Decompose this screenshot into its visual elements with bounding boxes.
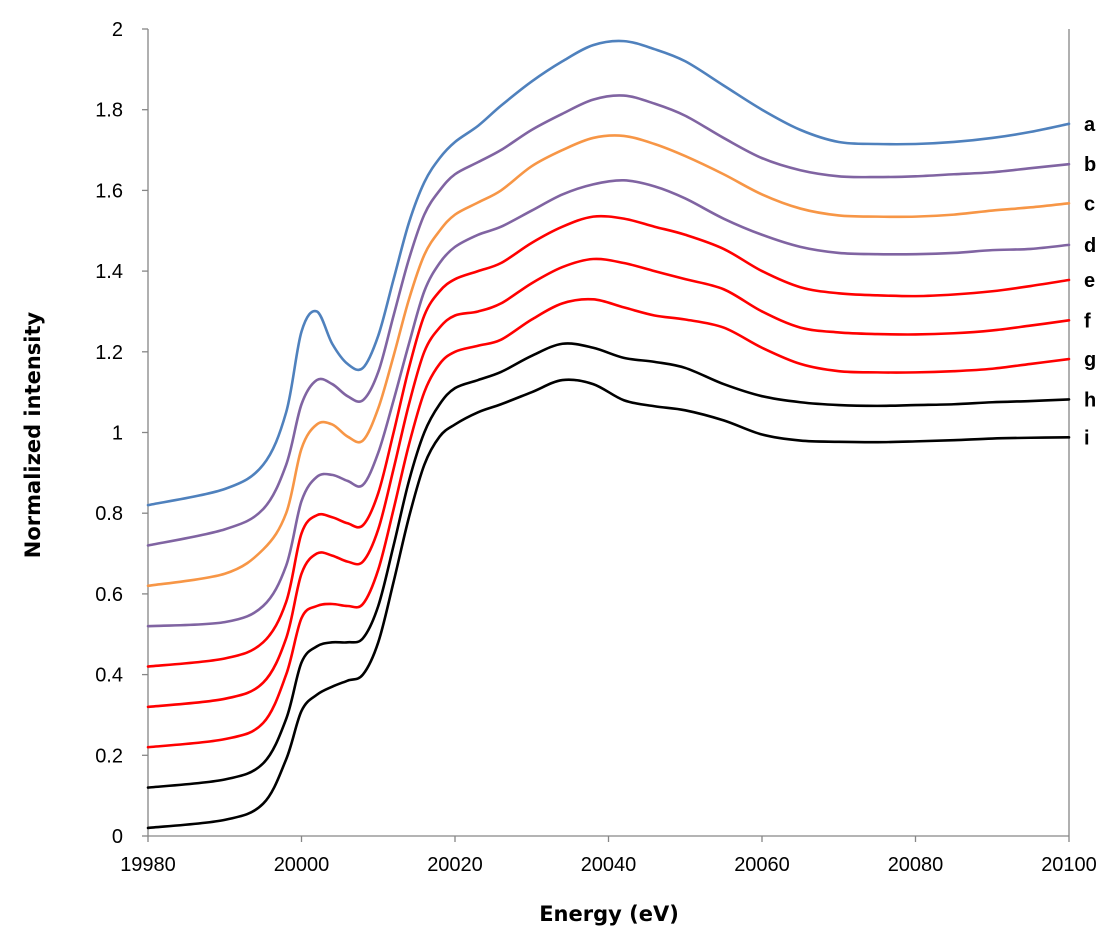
series-label-c: c xyxy=(1084,193,1095,215)
y-tick-label: 1 xyxy=(112,423,123,445)
series-label-f: f xyxy=(1084,310,1091,332)
series-line-g xyxy=(146,297,1071,749)
series-label-b: b xyxy=(1084,154,1096,176)
y-tick-label: 1.6 xyxy=(95,180,123,202)
ticks: 0 0.2 0.4 0.6 0.8 1 1.2 1.4 1.6 1.8 2 19980 20000 200… xyxy=(95,19,1097,876)
x-tick-label: 20060 xyxy=(734,854,790,876)
series-line-d xyxy=(146,178,1071,628)
y-tick-label: 0.6 xyxy=(95,584,123,606)
series-line-f xyxy=(146,257,1071,709)
series-label-e: e xyxy=(1084,270,1095,292)
series-line-b xyxy=(146,94,1071,547)
y-axis-title: Normalized intensity xyxy=(21,311,45,558)
y-tick-label: 2 xyxy=(112,19,123,41)
series-line-e xyxy=(146,214,1071,668)
series-lines xyxy=(146,39,1071,830)
series-line-a xyxy=(146,39,1071,507)
y-tick-label: 0.8 xyxy=(95,503,123,525)
series-label-g: g xyxy=(1084,349,1096,371)
series-label-i: i xyxy=(1084,427,1090,449)
y-tick-label: 0.4 xyxy=(95,665,123,687)
x-tick-label: 20000 xyxy=(274,854,330,876)
x-tick-label: 20020 xyxy=(427,854,483,876)
series-line-c xyxy=(146,134,1071,588)
series-line-i xyxy=(146,378,1071,830)
y-tick-label: 0 xyxy=(112,826,123,848)
series-label-a: a xyxy=(1084,114,1096,136)
x-tick-label: 20040 xyxy=(581,854,637,876)
x-axis-title: Energy (eV) xyxy=(539,902,679,926)
x-tick-label: 19980 xyxy=(120,854,176,876)
y-tick-label: 1.8 xyxy=(95,100,123,122)
series-label-h: h xyxy=(1084,389,1096,411)
series-line-h xyxy=(146,342,1071,789)
series-label-d: d xyxy=(1084,235,1096,257)
y-tick-label: 1.2 xyxy=(95,342,123,364)
y-tick-label: 0.2 xyxy=(95,745,123,767)
y-tick-label: 1.4 xyxy=(95,261,123,283)
x-tick-label: 20080 xyxy=(888,854,944,876)
x-tick-label: 20100 xyxy=(1041,854,1097,876)
